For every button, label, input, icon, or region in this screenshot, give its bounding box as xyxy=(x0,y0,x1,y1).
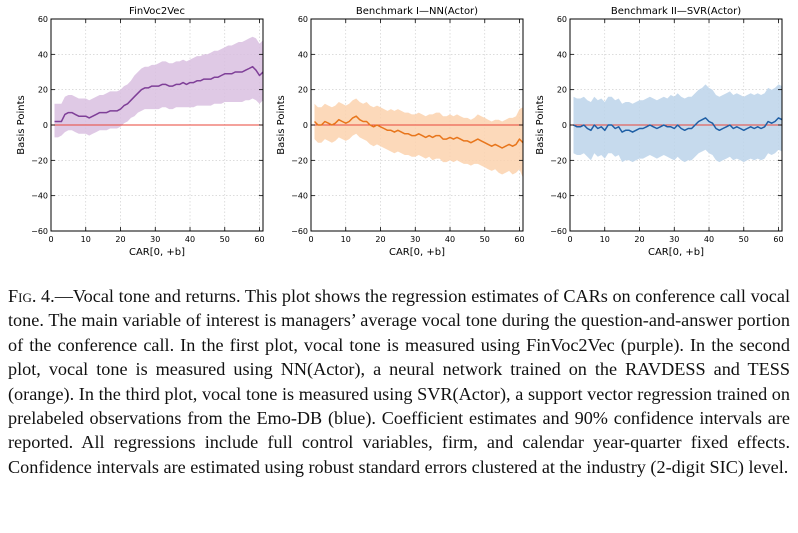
caption-text: —Vocal tone and returns. This plot shows… xyxy=(8,286,790,477)
chart-panel-1: 0 10 20 30 40 50 60 60 40 20 0 −20 −40 −60 FinVoc2Vec C… xyxy=(16,6,265,258)
x-tick-label: 20 xyxy=(375,235,385,244)
y-tick-label: −40 xyxy=(291,192,308,201)
chart-panel-2: 0 10 20 30 40 50 60 60 40 20 0 −20 −40 −60 Benchmark I… xyxy=(276,6,525,258)
y-tick-label: 20 xyxy=(38,86,48,95)
y-tick-label: −60 xyxy=(31,227,48,236)
x-tick-label: 20 xyxy=(115,235,125,244)
x-tick-label: 60 xyxy=(514,235,524,244)
x-axis-label: CAR[0, +b] xyxy=(129,247,185,258)
x-tick-label: 50 xyxy=(480,235,490,244)
x-axis-label: CAR[0, +b] xyxy=(648,247,704,258)
y-tick-label: 60 xyxy=(38,15,48,24)
chart-title: FinVoc2Vec xyxy=(129,6,185,17)
x-tick-label: 40 xyxy=(445,235,455,244)
y-tick-label: 0 xyxy=(562,121,567,130)
caption-figure-label: Fig. 4. xyxy=(8,286,55,306)
y-tick-label: −60 xyxy=(291,227,308,236)
y-axis-label: Basis Points xyxy=(16,95,27,154)
x-axis-label: CAR[0, +b] xyxy=(389,247,445,258)
y-tick-label: 0 xyxy=(303,121,308,130)
x-tick-label: 50 xyxy=(220,235,230,244)
x-tick-label: 10 xyxy=(341,235,351,244)
x-tick-label: 30 xyxy=(150,235,160,244)
chart-panel-3: 0 10 20 30 40 50 60 60 40 20 0 −20 −40 −60 Benchmark I… xyxy=(535,6,784,258)
y-tick-label: −20 xyxy=(291,156,308,165)
x-tick-label: 30 xyxy=(669,235,679,244)
y-tick-label: 60 xyxy=(298,15,308,24)
series-line xyxy=(54,65,264,123)
x-tick-label: 0 xyxy=(48,235,53,244)
y-tick-label: 40 xyxy=(298,50,308,59)
y-axis-label: Basis Points xyxy=(535,95,546,154)
y-tick-label: −40 xyxy=(550,192,567,201)
y-tick-label: −40 xyxy=(31,192,48,201)
series-line xyxy=(573,117,783,133)
y-tick-label: 40 xyxy=(557,50,567,59)
y-tick-label: 40 xyxy=(38,50,48,59)
x-tick-label: 20 xyxy=(634,235,644,244)
chart-title: Benchmark I—NN(Actor) xyxy=(356,6,478,17)
x-tick-label: 60 xyxy=(773,235,783,244)
y-axis-label: Basis Points xyxy=(276,95,287,154)
series-line xyxy=(313,115,524,149)
x-tick-label: 0 xyxy=(567,235,572,244)
y-tick-label: 20 xyxy=(557,86,567,95)
x-tick-label: 60 xyxy=(254,235,264,244)
y-tick-label: −60 xyxy=(550,227,567,236)
figure: 0 10 20 30 40 50 60 60 40 20 0 −20 −40 −60 FinVoc2Vec C… xyxy=(16,6,784,258)
x-tick-label: 10 xyxy=(600,235,610,244)
x-tick-label: 40 xyxy=(185,235,195,244)
y-tick-label: −20 xyxy=(31,156,48,165)
x-tick-label: 50 xyxy=(739,235,749,244)
y-tick-label: 20 xyxy=(298,86,308,95)
x-tick-label: 0 xyxy=(308,235,313,244)
y-tick-label: 0 xyxy=(43,121,48,130)
chart-title: Benchmark II—SVR(Actor) xyxy=(611,6,741,17)
figure-caption: Fig. 4.—Vocal tone and returns. This plo… xyxy=(8,284,790,479)
x-tick-label: 10 xyxy=(81,235,91,244)
charts-canvas: 0 10 20 30 40 50 60 60 40 20 0 −20 −40 −60 FinVoc2Vec C… xyxy=(16,6,784,258)
y-tick-label: −20 xyxy=(550,156,567,165)
x-tick-label: 30 xyxy=(410,235,420,244)
confidence-band xyxy=(314,98,523,178)
confidence-band xyxy=(573,84,782,163)
y-tick-label: 60 xyxy=(557,15,567,24)
x-tick-label: 40 xyxy=(704,235,714,244)
